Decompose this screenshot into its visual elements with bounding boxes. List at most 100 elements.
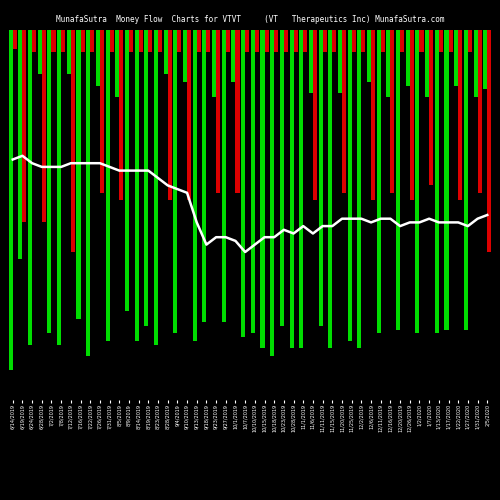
Bar [416,30,420,334]
Bar [110,30,114,52]
Bar [202,30,206,322]
Bar [206,30,210,52]
Bar [183,30,187,82]
Bar [22,30,26,222]
Bar [57,30,61,344]
Bar [80,30,84,52]
Bar [255,30,259,52]
Bar [148,30,152,52]
Bar [304,30,308,52]
Text: MunafaSutra  Money Flow  Charts for VTVT     (VT   Therapeutics Inc) MunafaSutra: MunafaSutra Money Flow Charts for VTVT (… [56,15,444,24]
Bar [435,30,439,334]
Bar [332,30,336,52]
Bar [251,30,255,334]
Bar [138,30,142,52]
Bar [125,30,129,311]
Bar [236,30,240,193]
Bar [192,30,196,341]
Bar [294,30,298,52]
Bar [429,30,433,186]
Bar [439,30,443,52]
Bar [90,30,94,52]
Bar [406,30,410,86]
Bar [386,30,390,96]
Bar [390,30,394,193]
Bar [134,30,138,341]
Bar [144,30,148,326]
Bar [488,30,492,252]
Bar [187,30,191,200]
Bar [410,30,414,200]
Bar [322,30,326,52]
Bar [396,30,400,330]
Bar [52,30,56,52]
Bar [309,30,313,93]
Bar [28,30,32,344]
Bar [474,30,478,96]
Bar [280,30,284,326]
Bar [164,30,168,74]
Bar [38,30,42,74]
Bar [32,30,36,52]
Bar [338,30,342,93]
Bar [328,30,332,348]
Bar [222,30,226,322]
Bar [362,30,366,52]
Bar [232,30,235,82]
Bar [264,30,268,52]
Bar [367,30,371,82]
Bar [8,30,12,370]
Bar [468,30,472,52]
Bar [115,30,119,96]
Bar [270,30,274,356]
Bar [464,30,468,330]
Bar [12,30,17,48]
Bar [178,30,182,52]
Bar [371,30,375,200]
Bar [425,30,429,96]
Bar [483,30,488,89]
Bar [348,30,352,341]
Bar [380,30,385,52]
Bar [299,30,304,348]
Bar [42,30,46,222]
Bar [158,30,162,52]
Bar [352,30,356,52]
Bar [342,30,346,193]
Bar [458,30,462,200]
Bar [400,30,404,52]
Bar [444,30,448,330]
Bar [260,30,264,348]
Bar [61,30,65,52]
Bar [71,30,75,252]
Bar [376,30,380,334]
Bar [174,30,178,334]
Bar [274,30,278,52]
Bar [358,30,362,348]
Bar [67,30,71,74]
Bar [241,30,245,337]
Bar [216,30,220,193]
Bar [245,30,249,52]
Bar [290,30,294,348]
Bar [154,30,158,344]
Bar [168,30,172,200]
Bar [18,30,22,260]
Bar [106,30,110,341]
Bar [226,30,230,52]
Bar [448,30,452,52]
Bar [120,30,124,200]
Bar [48,30,52,334]
Bar [313,30,317,200]
Bar [86,30,90,356]
Bar [100,30,104,193]
Bar [129,30,133,52]
Bar [420,30,424,52]
Bar [478,30,482,193]
Bar [454,30,458,86]
Bar [212,30,216,96]
Bar [318,30,322,326]
Bar [284,30,288,52]
Bar [76,30,80,318]
Bar [196,30,201,52]
